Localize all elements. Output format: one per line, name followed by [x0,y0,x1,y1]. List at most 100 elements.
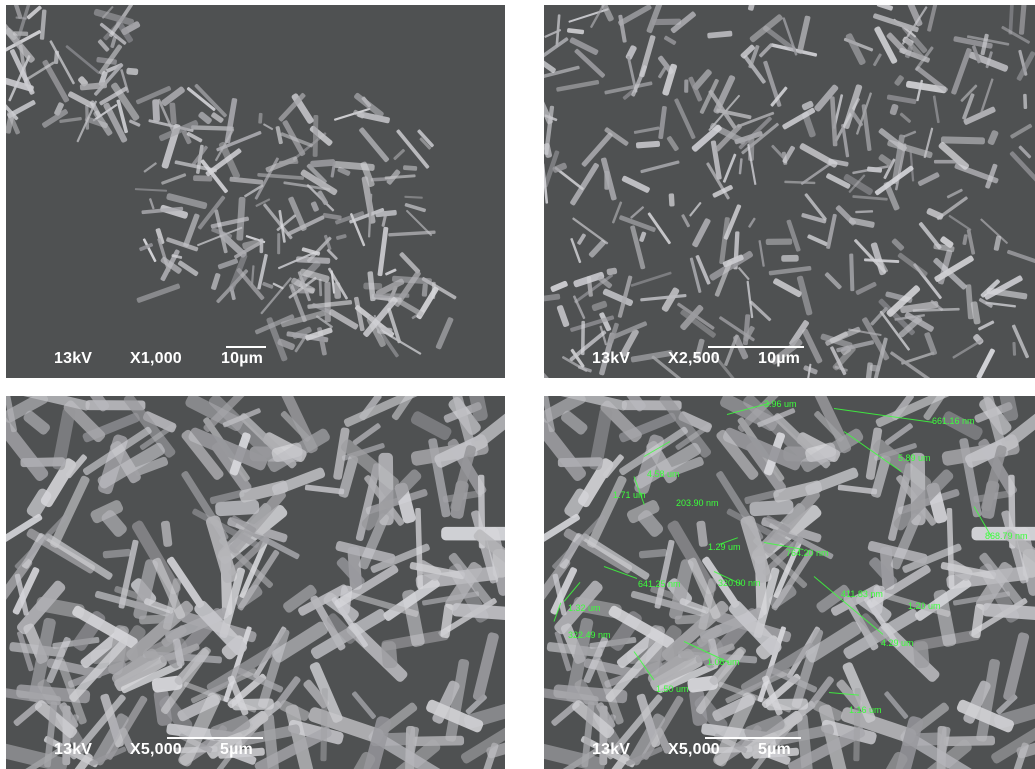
crystal-shape [966,35,1010,46]
crystal-shape [318,278,323,297]
crystal-shape [1016,51,1035,81]
crystal-shape [972,45,981,64]
scale-bar [226,346,266,348]
crystal-shape [554,166,584,191]
crystal-shape [622,89,635,100]
crystal-shape [696,520,708,547]
crystal-shape [917,172,940,186]
crystal-shape [743,325,755,342]
crystal-shape [980,218,1008,244]
crystal-shape [24,61,55,82]
crystal-shape [310,201,319,212]
crystal-shape [28,617,56,703]
crystal-shape [244,184,264,198]
crystal-shape [800,161,834,185]
crystal-shape [544,105,555,155]
crystal-shape [714,124,742,152]
crystal-shape [8,55,31,102]
crystal-shape [262,281,274,289]
crystal-shape [674,98,696,140]
crystal-shape [681,214,691,228]
crystal-shape [118,539,139,609]
crystal-shape [257,253,268,290]
crystal-shape [789,320,809,347]
crystal-shape [396,129,430,169]
crystal-shape [280,132,314,148]
crystal-shape [6,396,17,433]
crystal-shape [714,260,733,297]
crystal-shape [278,209,286,243]
crystal-shape [782,145,795,164]
crystal-shape [765,515,791,533]
crystal-shape [962,234,968,246]
crystal-shape [161,173,187,185]
crystal-shape [338,455,359,498]
crystal-shape [94,590,171,617]
crystal-shape [342,589,419,617]
crystal-shape [796,275,813,316]
measurement-label: 4.29 um [881,638,914,648]
crystal-shape [49,40,75,85]
crystal-shape [855,281,877,295]
crystal-shape [242,239,260,250]
crystal-shape [254,726,332,769]
crystal-shape [317,190,329,206]
crystal-shape [280,310,326,328]
crystal-shape [630,590,706,617]
crystal-shape [152,557,186,620]
crystal-shape [551,742,608,769]
crystal-shape [260,277,292,315]
sem-texture [6,5,457,362]
crystal-shape [139,242,154,252]
crystal-shape [405,209,433,237]
crystal-shape [241,724,301,746]
crystal-shape [694,338,705,360]
crystal-shape [278,251,315,270]
crystal-shape [689,202,702,217]
crystal-shape [93,8,135,26]
crystal-shape [574,679,625,755]
crystal-shape [194,600,248,656]
crystal-shape [393,148,405,161]
crystal-shape [352,423,381,446]
crystal-shape [544,362,558,378]
crystal-shape [984,275,1023,300]
crystal-shape [568,8,609,23]
crystal-shape [933,589,957,647]
crystal-shape [255,198,271,207]
crystal-shape [916,79,924,102]
crystal-shape [740,515,772,583]
crystal-shape [186,131,203,143]
crystal-shape [993,235,1002,251]
crystal-shape [759,43,773,58]
crystal-shape [6,73,34,92]
crystal-shape [278,93,306,122]
crystal-shape [719,316,755,342]
crystal-shape [710,140,722,180]
crystal-shape [926,208,944,220]
crystal-shape [37,679,88,755]
crystal-shape [550,280,568,292]
crystal-shape [143,162,157,173]
measurement-label: 5.89 um [898,453,931,463]
crystal-shape [843,84,863,129]
crystal-shape [186,87,216,112]
crystal-shape [129,119,141,127]
crystal-shape [560,410,588,435]
crystal-shape [337,166,351,176]
scale-label: 5µm [758,741,791,758]
crystal-shape [737,111,775,128]
crystal-shape [826,173,851,189]
crystal-shape [667,520,717,595]
crystal-shape [748,5,756,11]
crystal-shape [786,219,801,252]
crystal-shape [991,718,1035,764]
sem-info-bar: 13kV X2,500 10µm [544,338,1035,378]
crystal-shape [231,698,274,711]
crystal-shape [707,638,720,667]
crystal-shape [544,293,561,303]
measurement-label: 4.58 um [647,469,680,479]
crystal-shape [801,100,814,111]
crystal-shape [219,231,247,258]
crystal-shape [740,642,816,694]
